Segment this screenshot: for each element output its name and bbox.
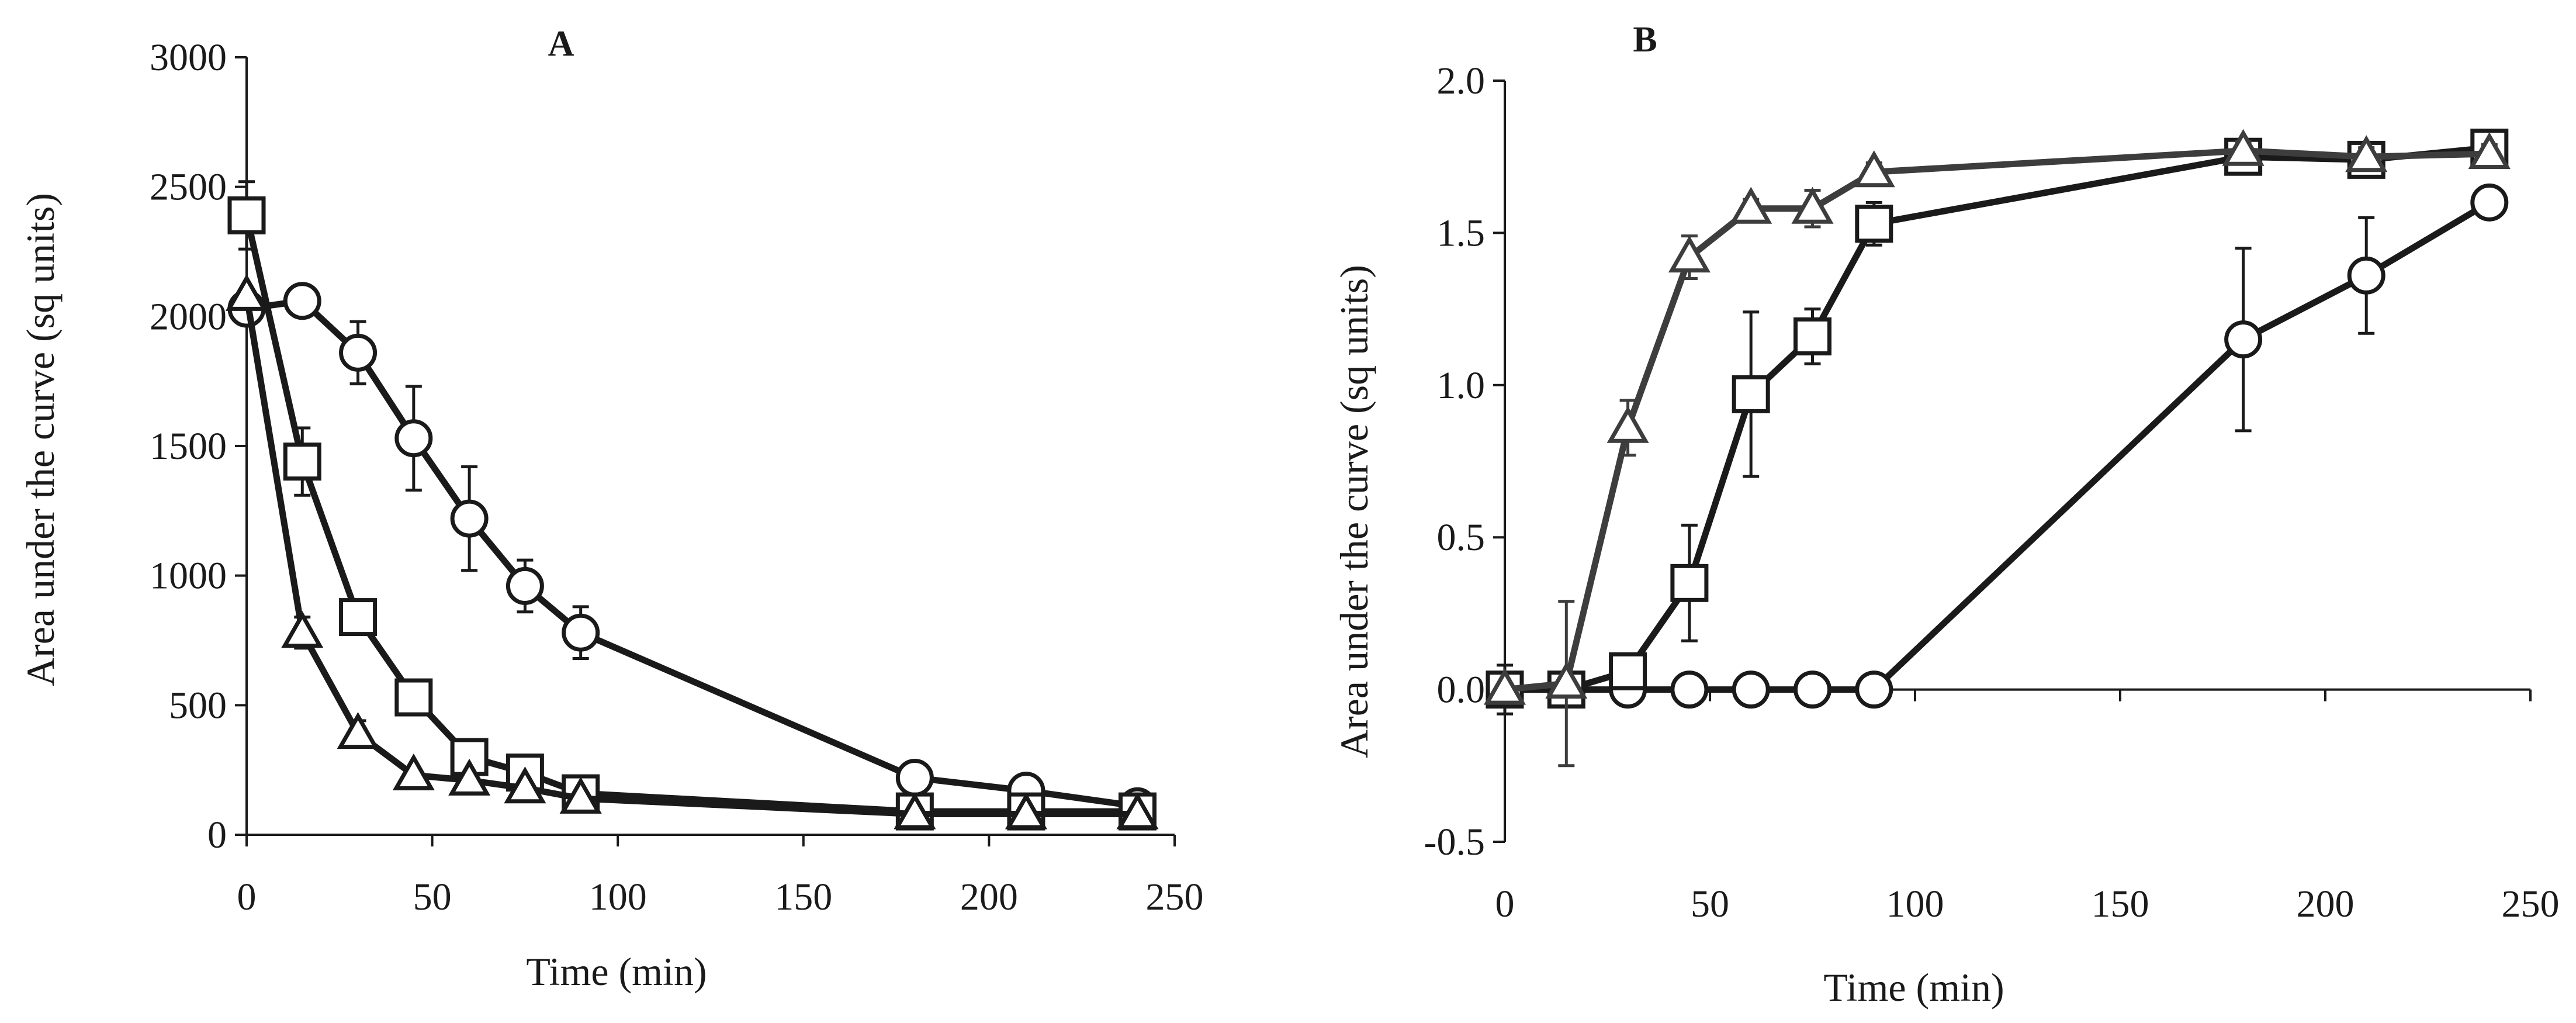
- y-tick-label: 0.5: [1437, 516, 1486, 559]
- data-point-square: [1855, 205, 1893, 243]
- data-point-square: [1732, 375, 1770, 413]
- series-line-circle: [1501, 199, 2493, 693]
- series-line-circle: [243, 298, 1141, 810]
- data-point-circle: [1855, 671, 1893, 709]
- panel-a-plot-area: [225, 180, 1159, 831]
- data-point-circle: [2347, 256, 2385, 295]
- data-point-triangle: [1791, 186, 1834, 224]
- data-point-circle: [895, 758, 934, 797]
- panel-b: B Area under the curve (sq units) Time (…: [1332, 20, 2560, 1010]
- data-point-circle: [562, 613, 600, 652]
- panel-a: A Area under the curve (sq units) Time (…: [18, 24, 1204, 994]
- data-point-square: [339, 598, 378, 637]
- panel-a-title: A: [548, 24, 574, 64]
- data-point-circle: [2224, 320, 2263, 359]
- data-point-square: [1793, 317, 1831, 355]
- x-tick-label: 250: [1146, 876, 1204, 918]
- data-point-triangle: [1483, 668, 1526, 705]
- data-point-circle: [450, 499, 489, 538]
- data-point-triangle: [1005, 792, 1047, 830]
- panel-b-y-axis-label: Area under the curve (sq units): [1332, 265, 1376, 758]
- y-tick-label: 2000: [150, 295, 227, 338]
- panel-a-y-axis-label: Area under the curve (sq units): [18, 193, 63, 686]
- y-tick-label: 2500: [150, 166, 227, 209]
- panel-b-title: B: [1633, 20, 1657, 60]
- y-tick-label: 0.0: [1437, 669, 1486, 711]
- x-tick-label: 150: [774, 876, 832, 918]
- data-point-triangle: [2345, 135, 2388, 172]
- data-point-triangle: [1116, 792, 1159, 830]
- panel-b-x-axis-label: Time (min): [1823, 965, 2004, 1010]
- data-point-circle: [505, 566, 544, 605]
- x-tick-label: 0: [237, 876, 257, 918]
- data-point-triangle: [281, 611, 324, 648]
- y-tick-label: 0: [207, 814, 227, 856]
- data-point-triangle: [504, 766, 546, 804]
- data-point-triangle: [894, 792, 936, 830]
- data-point-circle: [394, 419, 433, 458]
- series-triangle: [1483, 129, 2511, 768]
- x-tick-label: 200: [960, 876, 1018, 918]
- x-tick-label: 100: [1886, 883, 1944, 925]
- data-point-triangle: [448, 758, 491, 796]
- data-point-square: [394, 678, 433, 717]
- x-tick-label: 250: [2502, 883, 2560, 925]
- data-point-circle: [1732, 671, 1770, 709]
- data-point-square: [283, 443, 321, 481]
- data-point-triangle: [225, 274, 268, 311]
- x-tick-label: 0: [1495, 883, 1515, 925]
- x-tick-label: 200: [2297, 883, 2355, 925]
- x-tick-label: 50: [413, 876, 452, 918]
- data-point-triangle: [1545, 662, 1588, 699]
- y-tick-label: 3000: [150, 36, 227, 79]
- data-point-circle: [339, 333, 378, 372]
- y-tick-label: 500: [169, 684, 227, 727]
- x-tick-label: 100: [589, 876, 647, 918]
- series-line-triangle: [243, 292, 1141, 818]
- data-point-triangle: [2468, 132, 2511, 169]
- data-point-circle: [2470, 183, 2509, 222]
- y-tick-label: 1000: [150, 555, 227, 597]
- y-tick-label: -0.5: [1424, 821, 1485, 863]
- panel-a-x-axis-label: Time (min): [526, 949, 707, 994]
- data-point-circle: [1793, 671, 1831, 709]
- data-point-triangle: [1853, 150, 1895, 188]
- data-point-square: [227, 196, 266, 234]
- data-point-triangle: [392, 753, 435, 791]
- series-line-triangle: [1501, 147, 2493, 693]
- panel-b-plot-area: [1483, 129, 2511, 768]
- data-point-circle: [283, 282, 321, 320]
- data-point-triangle: [1730, 186, 1772, 224]
- y-tick-label: 2.0: [1437, 60, 1486, 102]
- series-line-square: [1501, 144, 2493, 693]
- data-point-circle: [1670, 671, 1709, 709]
- data-point-triangle: [337, 712, 379, 749]
- y-tick-label: 1.0: [1437, 364, 1486, 407]
- data-point-triangle: [1606, 406, 1649, 443]
- data-point-triangle: [559, 776, 602, 814]
- panel-b-axes: -0.5 0.0 0.5 1.0 1.5 2.0 0 50 100 150 200 250: [1424, 60, 2560, 925]
- x-tick-label: 150: [2092, 883, 2149, 925]
- data-point-square: [1670, 564, 1709, 602]
- y-tick-label: 1.5: [1437, 212, 1486, 254]
- data-point-square: [1609, 652, 1647, 690]
- series-triangle: [225, 274, 1159, 830]
- data-point-triangle: [1668, 236, 1711, 273]
- y-tick-label: 1500: [150, 425, 227, 468]
- data-point-triangle: [2222, 129, 2265, 166]
- x-tick-label: 50: [1691, 883, 1729, 925]
